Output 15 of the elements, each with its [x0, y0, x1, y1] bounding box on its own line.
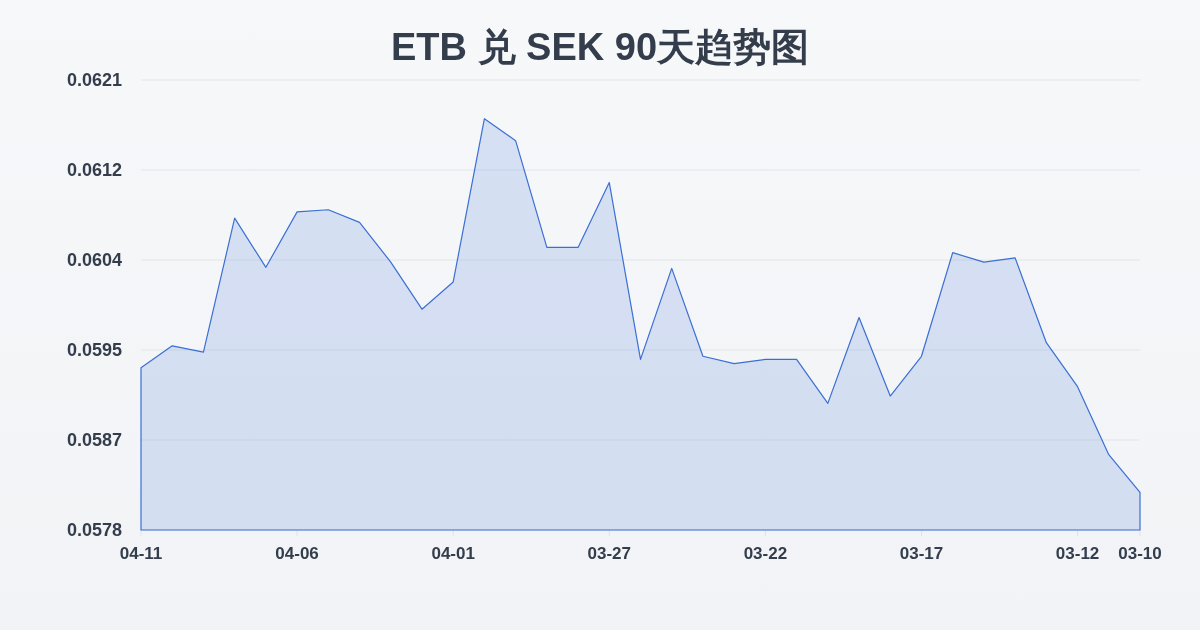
title: ETB 兑 SEK 90天趋势图 [390, 26, 810, 68]
ytick-label: 0.0612 [66, 160, 122, 180]
ytick-label: 0.0578 [66, 520, 122, 540]
xtick-label: 03-10 [1118, 544, 1162, 563]
xtick-label: 03-17 [899, 544, 944, 563]
xtick-label: 04-11 [119, 544, 163, 563]
ytick-label: 0.0595 [66, 340, 122, 360]
xtick-label: 03-27 [587, 544, 631, 563]
xtick-label: 03-22 [743, 544, 788, 563]
ytick-label: 0.0621 [66, 70, 122, 90]
xtick-label: 04-01 [431, 544, 475, 563]
ytick-label: 0.0604 [66, 250, 122, 270]
ytick-label: 0.0587 [66, 430, 122, 450]
xtick-label: 04-06 [275, 544, 319, 563]
xtick-label: 03-12 [1055, 544, 1100, 563]
